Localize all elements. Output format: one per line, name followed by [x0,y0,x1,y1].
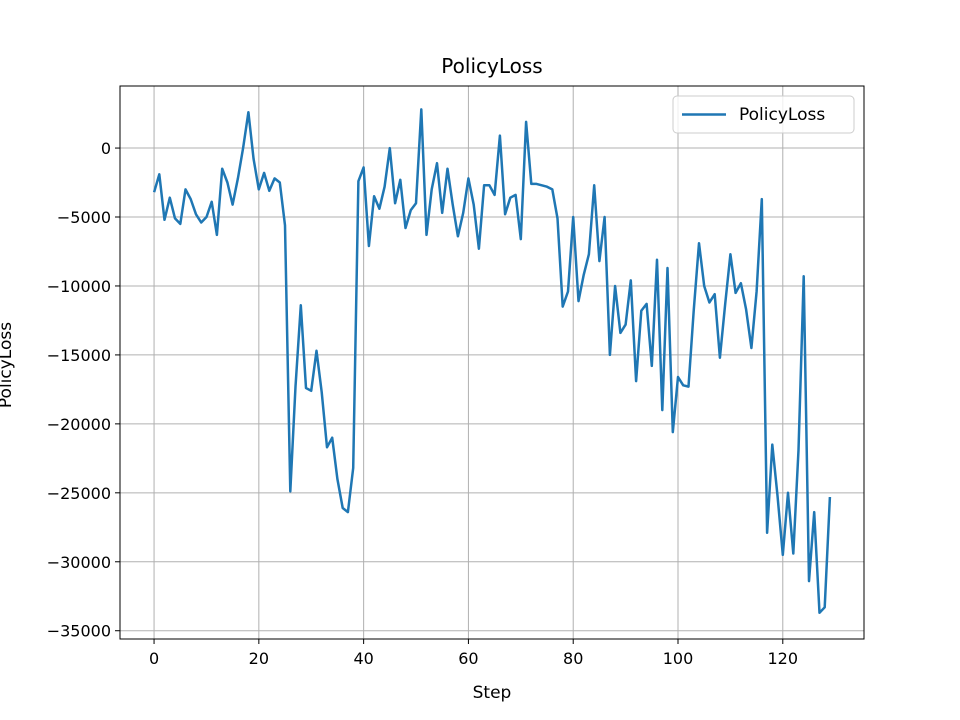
series-line-policyloss [152,108,832,615]
legend-box [672,95,855,134]
legend: PolicyLoss [672,95,855,134]
x-tick-label: 60 [458,649,478,668]
y-tick-label: −30000 [47,553,111,572]
x-tick-label: 100 [663,649,694,668]
chart-title: PolicyLoss [441,54,542,78]
y-tick-label: −35000 [47,622,111,641]
y-tick-label: −10000 [47,277,111,296]
x-tick-label: 80 [563,649,583,668]
x-tick-label: 0 [149,649,159,668]
plot-line [152,108,832,615]
legend-label: PolicyLoss [739,105,825,125]
y-tick-label: 0 [101,139,111,158]
y-tick-label: −20000 [47,415,111,434]
x-tick-label: 20 [249,649,269,668]
y-tick-label: −15000 [47,346,111,365]
y-axis-label: PolicyLoss [0,322,16,408]
y-ticks: 0 −5000 −10000 −15000 −20000 −25000 −30000 −350… [47,139,120,641]
y-tick-label: −5000 [57,208,111,227]
x-axis-label: Step [473,683,512,703]
y-tick-label: −25000 [47,484,111,503]
plot-frame [119,85,865,640]
x-tick-label: 40 [353,649,373,668]
x-ticks: 0 20 40 60 80 100 120 [149,639,798,668]
x-tick-label: 120 [768,649,799,668]
